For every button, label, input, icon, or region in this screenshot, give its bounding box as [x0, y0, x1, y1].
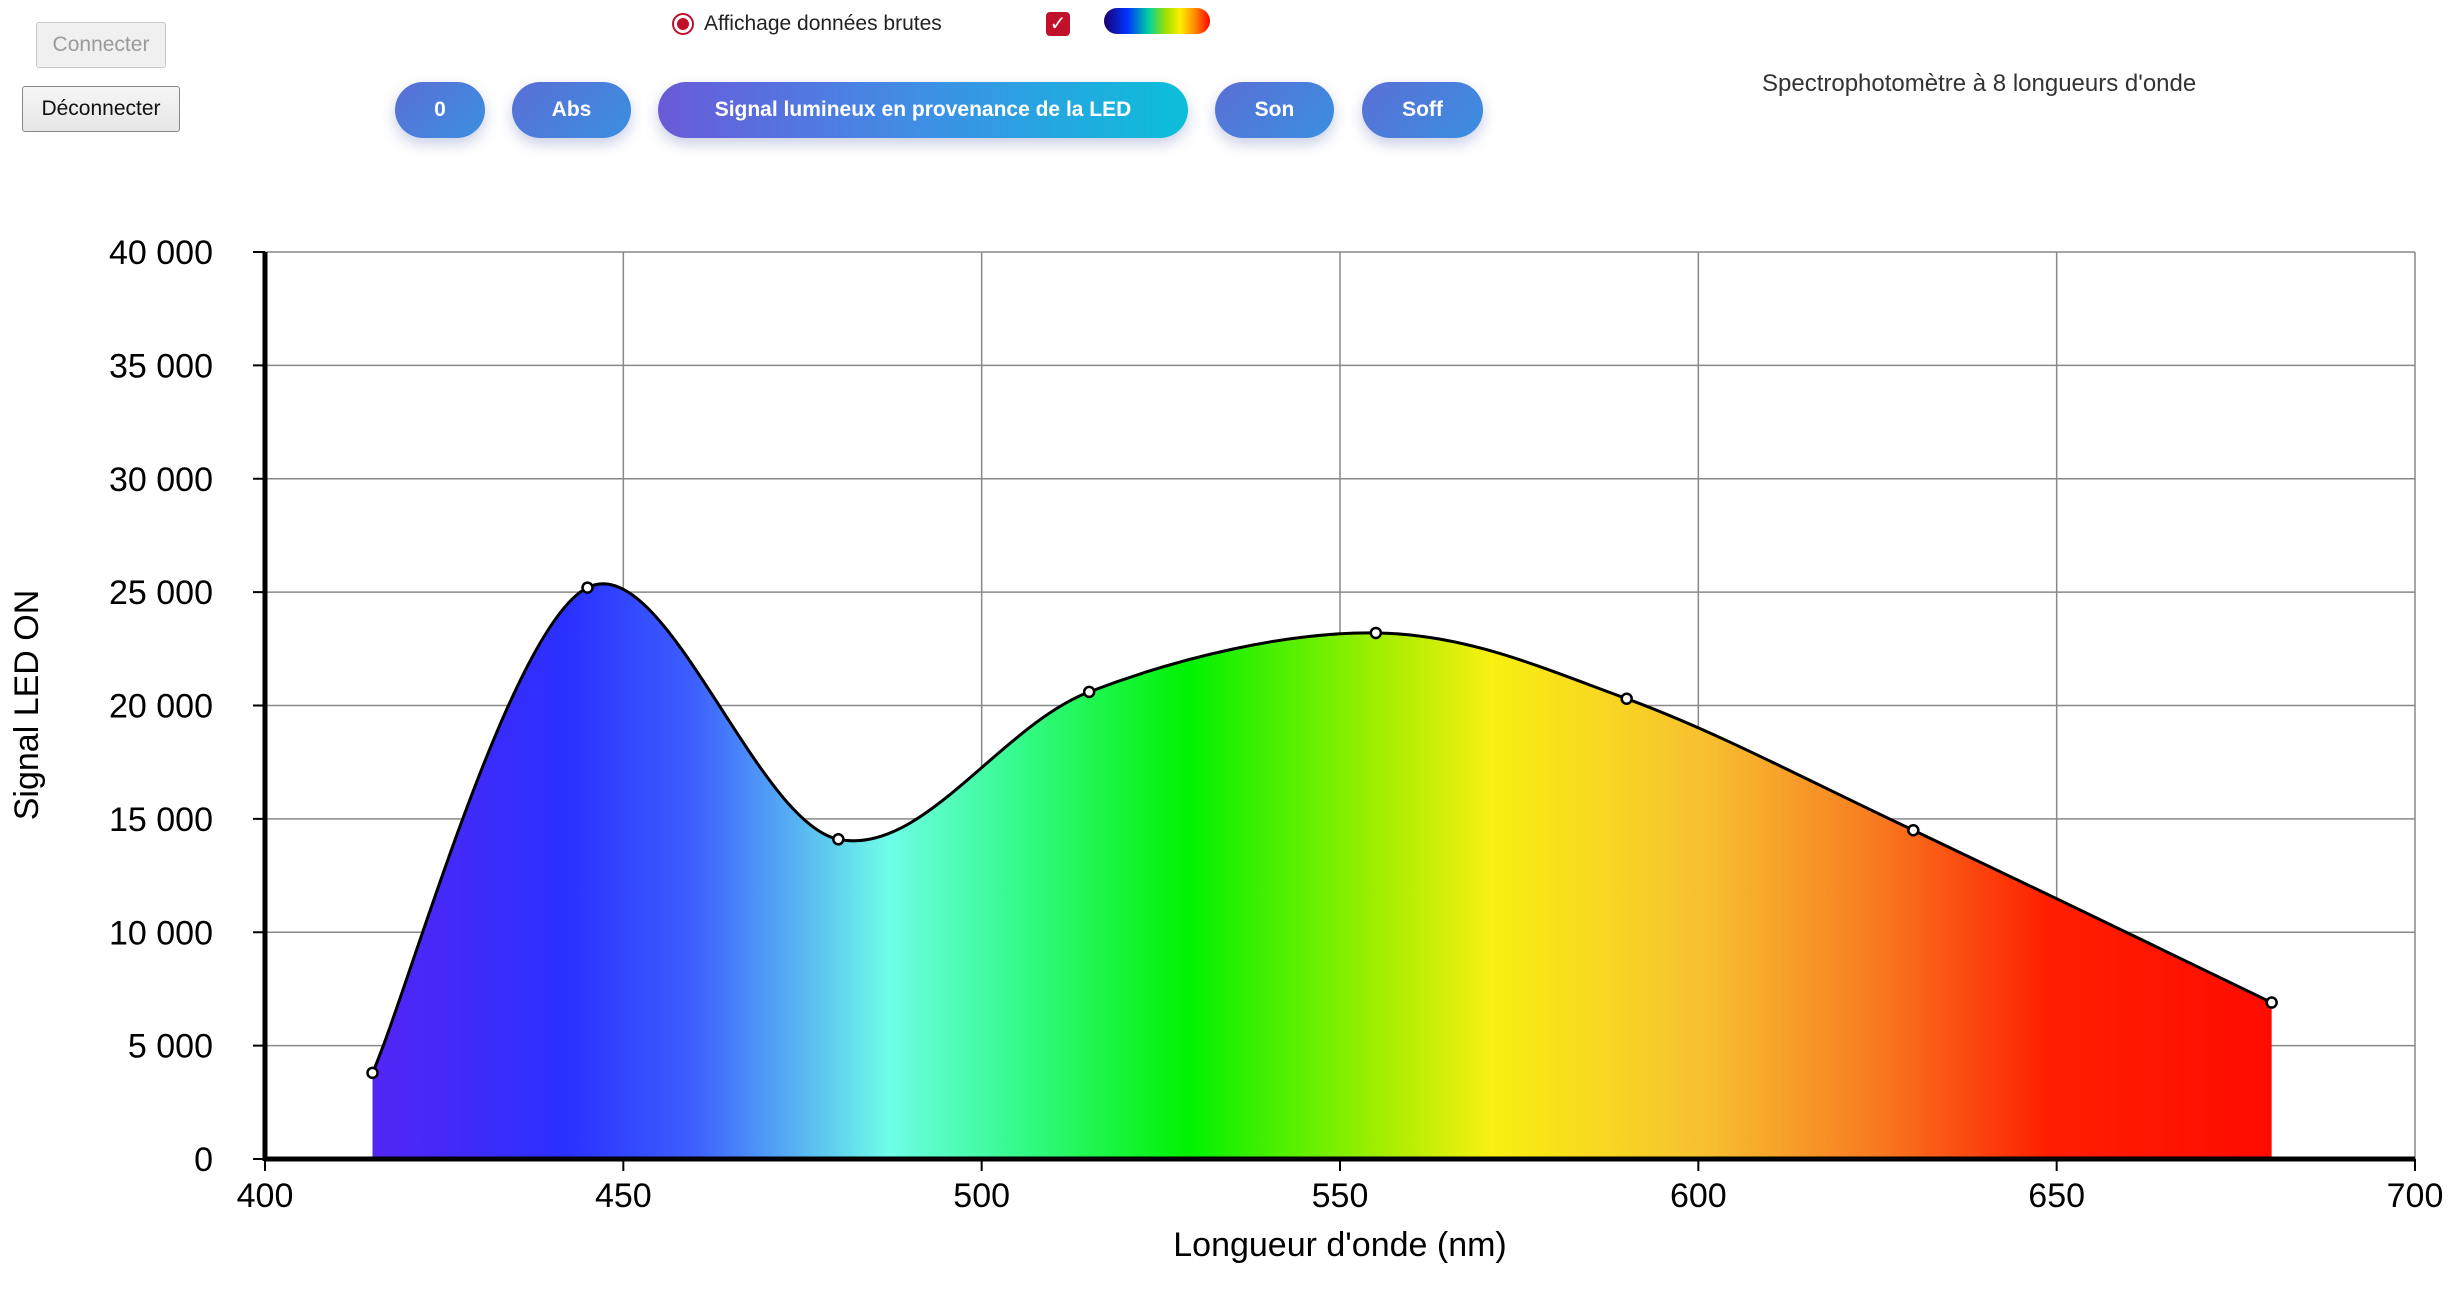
y-axis-label: Signal LED ON [8, 590, 46, 821]
x-tick-label: 400 [237, 1177, 294, 1215]
x-tick-label: 450 [595, 1177, 652, 1215]
data-point [581, 581, 594, 594]
x-tick-label: 600 [1670, 1177, 1727, 1215]
data-point [366, 1066, 379, 1080]
connect-button[interactable]: Connecter [36, 22, 166, 68]
x-tick-label: 500 [953, 1177, 1010, 1215]
son-button[interactable]: Son [1215, 82, 1334, 138]
data-points [366, 581, 2278, 1080]
data-point [1907, 823, 1920, 837]
y-tick-label: 5 000 [128, 1028, 213, 1066]
y-tick-label: 10 000 [109, 914, 213, 952]
y-tick-label: 20 000 [109, 688, 213, 726]
y-tick-label: 25 000 [109, 574, 213, 612]
display-checkbox[interactable]: ✓ [1046, 12, 1070, 36]
x-axis-label: Longueur d'onde (nm) [1173, 1226, 1507, 1264]
radio-dot [677, 18, 689, 30]
abs-button[interactable]: Abs [512, 82, 631, 138]
data-point [2265, 996, 2278, 1009]
y-tick-label: 30 000 [109, 461, 213, 499]
chart-grid [264, 251, 2416, 1160]
spectrum-area [372, 583, 2272, 1159]
raw-data-radio[interactable]: Affichage données brutes [672, 12, 942, 36]
y-tick-label: 35 000 [109, 347, 213, 385]
data-point [1082, 685, 1096, 699]
soff-button[interactable]: Soff [1362, 82, 1483, 138]
tick-labels: 400 450 500 550 600 650 700 0 5 000 10 000 15 000 2… [109, 234, 2443, 1215]
series-line [371, 582, 2273, 1074]
led-signal-button[interactable]: Signal lumineux en provenance de la LED [658, 82, 1188, 138]
zero-button[interactable]: 0 [395, 82, 485, 138]
y-tick-label: 40 000 [109, 234, 213, 272]
y-tick-label: 0 [194, 1141, 213, 1179]
data-point [832, 833, 845, 846]
checkmark-icon: ✓ [1049, 13, 1067, 35]
radio-selected-icon[interactable] [672, 13, 694, 35]
x-tick-label: 700 [2387, 1177, 2444, 1215]
y-tick-label: 15 000 [109, 801, 213, 839]
chart-axes [253, 251, 2416, 1171]
raw-data-label: Affichage données brutes [704, 12, 942, 35]
x-tick-label: 550 [1312, 1177, 1369, 1215]
app-title: Spectrophotomètre à 8 longueurs d'onde [1762, 70, 2197, 97]
disconnect-button[interactable]: Déconnecter [22, 86, 180, 132]
data-point [1620, 692, 1633, 705]
data-point [1369, 626, 1383, 640]
spectrum-gradient-icon[interactable] [1104, 8, 1210, 34]
x-tick-label: 650 [2028, 1177, 2085, 1215]
